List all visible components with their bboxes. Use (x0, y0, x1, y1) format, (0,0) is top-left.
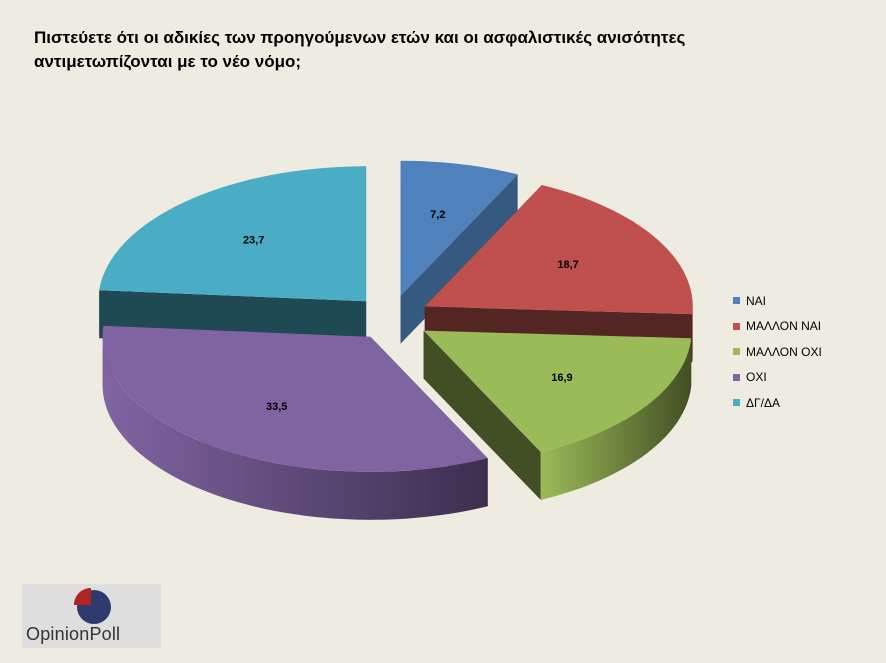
pie-slice-μαλλον-οχι (423, 330, 692, 501)
pie-slice-top (424, 185, 693, 315)
legend-swatch (733, 348, 740, 356)
legend-label: ΜΑΛΛΟΝ ΟΧΙ (746, 344, 822, 359)
data-label-οχι: 33,5 (266, 401, 287, 413)
pie-slice-side (540, 338, 692, 501)
pie-slice-οχι (102, 325, 488, 520)
legend-swatch (733, 322, 740, 330)
pie-slice-top (99, 166, 367, 302)
data-label-μαλλον-οχι: 16,9 (551, 372, 572, 384)
legend-swatch (733, 399, 740, 407)
pie-slice-wall (423, 330, 541, 501)
legend-label: ΜΑΛΛΟΝ ΝΑΙ (746, 319, 822, 334)
opinionpoll-logo: OpinionPoll (22, 584, 161, 648)
legend-swatch (733, 297, 740, 305)
data-label-μαλλον-ναι: 18,7 (557, 259, 578, 271)
legend-item-μαλλον-οχι: ΜΑΛΛΟΝ ΟΧΙ (733, 339, 822, 365)
chart-title: Πιστεύετε ότι οι αδικίες των προηγούμενω… (34, 28, 686, 71)
legend-item-ναι: ΝΑΙ (733, 288, 822, 314)
legend-item-μαλλον-ναι: ΜΑΛΛΟΝ ΝΑΙ (733, 314, 822, 340)
legend: ΝΑΙ ΜΑΛΛΟΝ ΝΑΙ ΜΑΛΛΟΝ ΟΧΙ ΟΧΙ ΔΓ/ΔΑ (733, 288, 822, 416)
logo-mark-icon (74, 588, 111, 624)
pie-slice-top (423, 330, 692, 453)
legend-item-οχι: ΟΧΙ (733, 365, 822, 391)
data-label-δγ-δα: 23,7 (243, 235, 264, 247)
legend-label: ΝΑΙ (746, 293, 767, 308)
logo-text: OpinionPoll (26, 624, 121, 644)
pie-slice-top (400, 160, 518, 296)
pie-slice-δγ-δα (99, 166, 367, 350)
legend-label: ΟΧΙ (746, 370, 767, 385)
legend-label: ΔΓ/ΔΑ (746, 395, 780, 410)
data-label-ναι: 7,2 (430, 209, 445, 221)
pie-slice-side (102, 336, 488, 520)
legend-item-δγ-δα: ΔΓ/ΔΑ (733, 390, 822, 416)
pie-slice-top (102, 325, 488, 472)
legend-swatch (733, 373, 740, 381)
